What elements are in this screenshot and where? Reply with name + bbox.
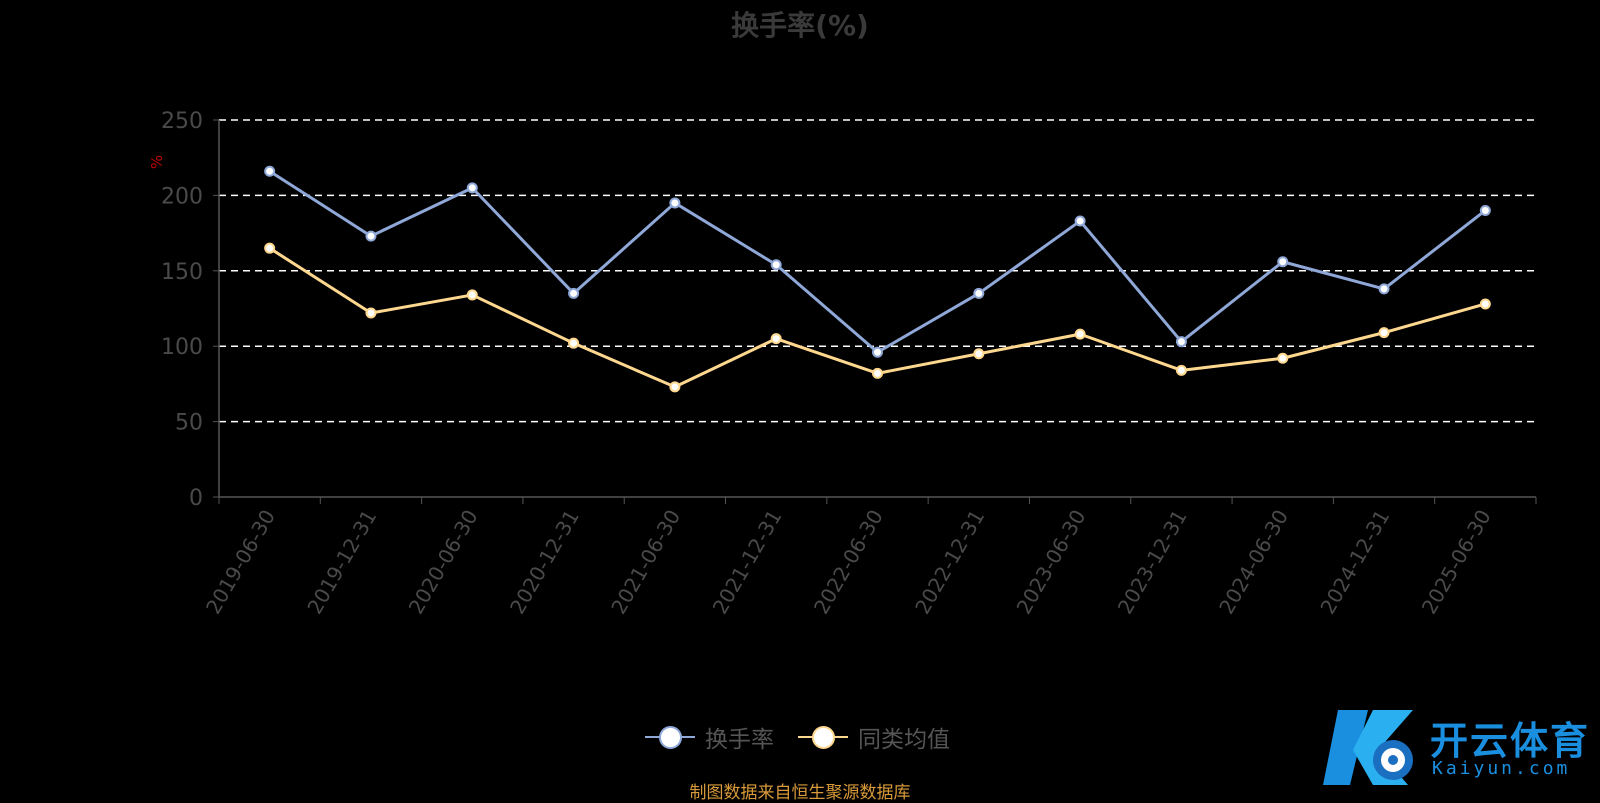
data-point [1074,328,1086,340]
watermark-brand: 开云体育 [1430,719,1591,763]
data-point [1378,283,1390,295]
x-tick-label: 2019-06-30 [201,506,280,619]
data-point [669,381,681,393]
data-point [973,348,985,360]
y-axis-label: % [148,155,166,169]
x-tick-label: 2024-06-30 [1214,506,1293,619]
data-point [1378,327,1390,339]
data-point [466,289,478,301]
x-tick-label: 2022-06-30 [809,506,888,619]
x-tick-label: 2023-06-30 [1012,506,1091,619]
data-point [1175,336,1187,348]
y-tick-label: 150 [161,260,203,285]
x-tick-label: 2020-12-31 [505,506,584,619]
data-point [1479,298,1491,310]
data-point [568,287,580,299]
x-tick-label: 2021-12-31 [708,506,787,619]
data-point [365,307,377,319]
data-point [1074,215,1086,227]
legend-label: 同类均值 [858,727,950,753]
x-tick-label: 2025-06-30 [1417,506,1496,619]
legend-dot [659,726,682,749]
data-point [264,242,276,254]
legend-item-peer-average[interactable]: 同类均值 [798,720,950,754]
data-point [568,337,580,349]
data-point [264,165,276,177]
series-line [268,170,1487,354]
data-point [1175,364,1187,376]
data-point [365,230,377,242]
legend-dot [812,726,835,749]
watermark-logo-icon [1323,710,1413,785]
data-point [973,287,985,299]
y-tick-label: 250 [161,109,203,134]
data-point [770,259,782,271]
y-tick-label: 0 [189,486,203,511]
data-point [466,182,478,194]
legend-marker-icon [798,725,848,749]
x-tick-label: 2024-12-31 [1315,506,1394,619]
data-point [872,367,883,379]
data-point [872,346,883,358]
series-line [268,246,1486,389]
x-tick-label: 2021-06-30 [606,506,685,619]
data-point [1277,352,1289,364]
data-point [1479,204,1491,216]
data-point [1277,256,1289,268]
x-tick-label: 2019-12-31 [302,506,381,619]
y-tick-label: 200 [161,184,203,209]
data-source-note: 制图数据来自恒生聚源数据库 [689,783,911,803]
y-tick-label: 50 [175,411,203,436]
x-tick-label: 2023-12-31 [1113,506,1192,619]
chart-title: 换手率(%) [731,9,869,42]
data-point [770,333,782,345]
watermark-domain: Kaiyun.com [1432,758,1571,779]
legend: 换手率 同类均值 [645,720,950,754]
legend-item-turnover[interactable]: 换手率 [645,720,774,754]
legend-marker-icon [645,725,695,749]
x-tick-label: 2020-06-30 [404,506,483,619]
y-tick-label: 100 [161,335,203,360]
x-tick-label: 2022-12-31 [910,505,989,618]
data-point [669,197,681,209]
legend-label: 换手率 [705,727,774,753]
